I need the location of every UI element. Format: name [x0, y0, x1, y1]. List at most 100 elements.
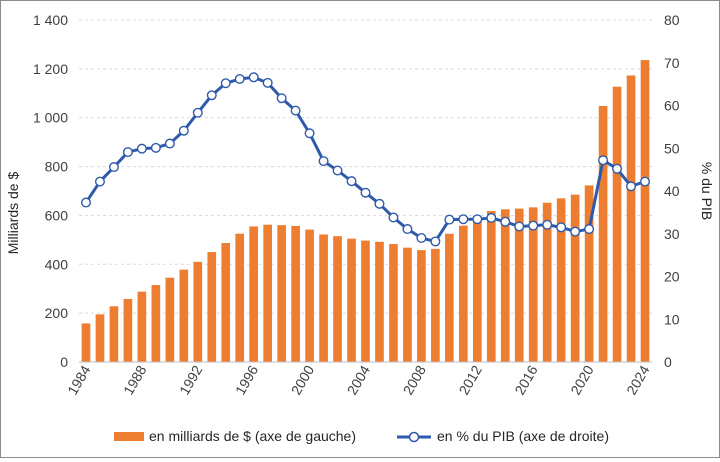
line-point: [486, 212, 497, 223]
line-point: [640, 176, 651, 187]
line-point: [290, 105, 301, 116]
x-tick-label: 1992: [176, 362, 206, 397]
y-left-tick-label: 400: [45, 256, 69, 272]
legend-swatch-marker: [408, 431, 420, 443]
x-tick-label: 2000: [288, 362, 318, 397]
bar: [472, 220, 482, 362]
bar: [598, 105, 608, 362]
line-series: [80, 72, 651, 247]
bar: [165, 277, 175, 362]
line-point: [164, 138, 175, 149]
line-point: [136, 143, 147, 154]
line-point: [612, 163, 623, 174]
bar: [277, 225, 286, 362]
right-axis-ticks: 0 10 20 30 40 50 60 70 80: [664, 12, 680, 370]
y-axis-right-title: % du PIB: [699, 162, 715, 220]
bar: [319, 234, 328, 362]
x-tick-label: 2004: [344, 362, 374, 397]
bar: [431, 248, 440, 362]
bar: [95, 314, 105, 362]
x-tick-label: 1984: [64, 362, 94, 397]
bar: [207, 252, 217, 362]
line-point: [528, 220, 539, 231]
line-point: [598, 155, 609, 166]
line-point: [150, 142, 161, 153]
line-point: [388, 212, 399, 223]
y-right-tick-label: 70: [664, 55, 680, 71]
y-right-tick-label: 80: [664, 12, 680, 28]
bar: [249, 226, 259, 362]
line-point: [178, 125, 189, 136]
y-right-tick-label: 50: [664, 140, 680, 156]
bar: [235, 233, 245, 362]
left-axis-ticks: 0 200 400 600 800 1 000 1 200 1 400: [33, 12, 68, 370]
line-point: [206, 90, 217, 101]
line-point: [402, 224, 413, 235]
bar: [584, 185, 594, 362]
bar: [151, 285, 161, 362]
line-point: [192, 107, 203, 118]
line-point: [346, 176, 357, 187]
bar: [542, 202, 552, 362]
bar: [500, 209, 510, 362]
line-point: [584, 224, 595, 235]
x-tick-label: 1996: [232, 362, 262, 397]
line-point: [416, 233, 427, 244]
y-left-tick-label: 1 200: [33, 61, 68, 77]
line-point: [360, 187, 371, 198]
bar: [514, 208, 524, 362]
line-point: [262, 77, 273, 88]
bar: [375, 241, 384, 362]
legend-label-line: en % du PIB (axe de droite): [437, 428, 609, 444]
line-point: [248, 72, 259, 83]
x-tick-label: 2024: [623, 362, 653, 397]
bar: [361, 240, 370, 362]
legend-label-bar: en milliards de $ (axe de gauche): [149, 428, 356, 444]
bar: [445, 233, 454, 362]
line-point: [500, 216, 511, 227]
bar: [81, 323, 91, 362]
bar: [486, 211, 496, 362]
y-right-tick-label: 60: [664, 98, 680, 114]
bar: [640, 60, 650, 362]
bar: [528, 207, 538, 362]
legend-swatch-bar: [114, 432, 144, 441]
y-left-tick-label: 800: [45, 159, 69, 175]
bar: [193, 261, 203, 362]
y-right-tick-label: 40: [664, 183, 680, 199]
line-point: [276, 93, 287, 104]
x-axis-ticks: 1984 1988 1992 1996 2000 2004 2008 2012 2016 2020…: [64, 362, 653, 397]
bar: [333, 236, 342, 362]
line-point: [472, 214, 483, 225]
bar: [137, 291, 147, 362]
line-point: [374, 198, 385, 209]
bar: [305, 229, 314, 362]
line-point: [514, 221, 525, 232]
y-left-tick-label: 600: [45, 207, 69, 223]
bar: [123, 298, 133, 362]
line-point: [570, 226, 581, 237]
bar: [626, 75, 636, 363]
bar: [570, 194, 580, 362]
bar: [612, 86, 622, 362]
line-point: [304, 128, 315, 139]
y-left-tick-label: 200: [45, 305, 69, 321]
bar: [291, 225, 300, 362]
bar: [389, 244, 398, 362]
x-tick-label: 2016: [511, 362, 541, 397]
y-left-tick-label: 0: [60, 354, 68, 370]
bar: [556, 198, 566, 362]
bar: [221, 243, 231, 362]
y-right-tick-label: 20: [664, 269, 680, 285]
line-point: [430, 236, 441, 247]
x-tick-label: 2020: [567, 362, 597, 397]
y-right-tick-label: 0: [664, 354, 672, 370]
line-point: [458, 214, 469, 225]
bar: [417, 250, 426, 362]
bar: [458, 225, 468, 362]
line-point: [108, 162, 119, 173]
bar: [109, 306, 119, 362]
line-point: [332, 165, 343, 176]
